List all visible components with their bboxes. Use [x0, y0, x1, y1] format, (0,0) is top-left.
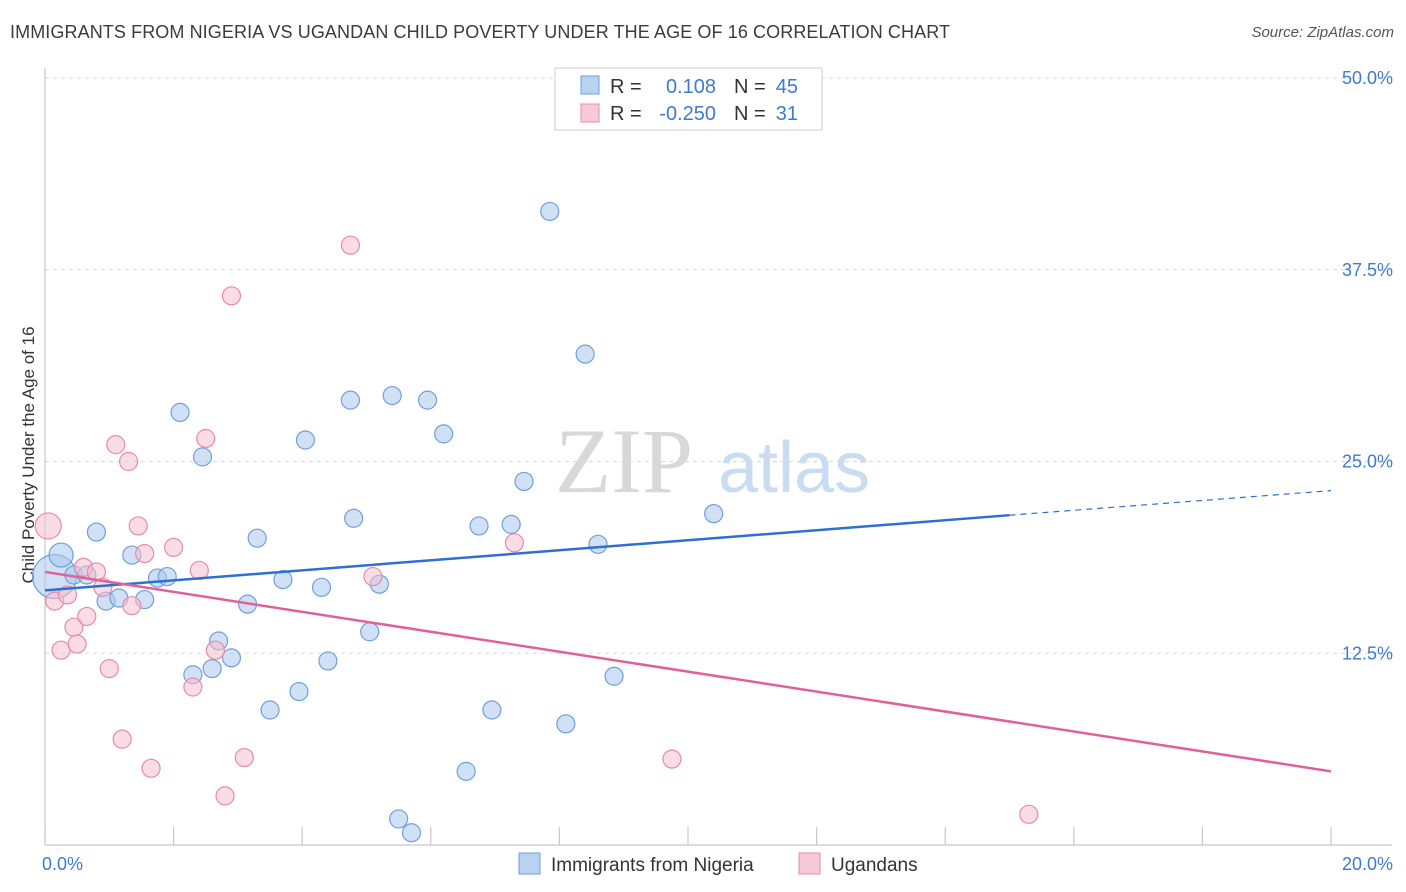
ugandans-data-point	[215, 786, 235, 806]
nigeria-trend-line	[44, 513, 1010, 592]
legend-n-label-2: N =	[734, 103, 766, 125]
y-tick-label: 50.0%	[1342, 68, 1393, 88]
bottom-legend-swatch-ugandans	[798, 852, 821, 875]
nigeria-data-point	[456, 761, 476, 781]
nigeria-data-point	[556, 714, 576, 734]
series-nigeria-points	[32, 201, 724, 843]
nigeria-data-point	[604, 666, 624, 686]
nigeria-data-point	[360, 622, 380, 642]
legend-r-label-2: R =	[610, 103, 642, 125]
nigeria-data-point	[318, 651, 338, 671]
legend-n-label-1: N =	[734, 76, 766, 98]
ugandans-data-point	[363, 566, 383, 587]
nigeria-data-point	[340, 390, 361, 410]
ugandans-data-point	[135, 543, 155, 564]
nigeria-data-point	[401, 823, 422, 843]
nigeria-data-point	[221, 648, 242, 668]
nigeria-data-point	[540, 201, 560, 222]
y-tick-labels: 12.5% 25.0% 37.5% 50.0%	[1342, 68, 1393, 663]
nigeria-data-point	[311, 577, 332, 597]
ugandans-data-point	[221, 286, 242, 306]
y-tick-label: 37.5%	[1342, 260, 1393, 280]
nigeria-data-point	[344, 508, 364, 528]
stats-legend: R = 0.108 N = 45 R = -0.250 N = 31	[554, 67, 823, 131]
chart-title: IMMIGRANTS FROM NIGERIA VS UGANDAN CHILD…	[10, 22, 951, 42]
nigeria-data-point	[289, 681, 309, 702]
nigeria-data-point	[170, 402, 190, 423]
ugandans-trend-line	[44, 570, 1332, 773]
nigeria-data-point	[482, 700, 502, 720]
nigeria-data-point	[247, 528, 267, 548]
bottom-legend-nigeria: Immigrants from Nigeria	[551, 855, 754, 876]
watermark: ZIP atlas	[555, 410, 870, 512]
nigeria-data-point	[382, 385, 402, 406]
ugandans-data-point	[662, 749, 682, 769]
ugandans-data-point	[77, 606, 97, 627]
nigeria-data-point	[417, 390, 438, 410]
nigeria-data-point	[588, 534, 608, 554]
ugandans-data-point	[118, 451, 139, 472]
nigeria-data-point	[501, 514, 521, 534]
ugandans-data-point	[1019, 804, 1039, 824]
legend-swatch-pink	[580, 103, 600, 123]
nigeria-data-point	[514, 471, 534, 492]
ugandans-data-point	[340, 235, 361, 255]
ugandans-data-point	[34, 512, 62, 540]
watermark-atlas: atlas	[718, 428, 870, 508]
series-ugandans-points	[34, 235, 1039, 824]
y-axis-label: Child Poverty Under the Age of 16	[19, 326, 38, 583]
legend-r-label-1: R =	[610, 76, 642, 98]
ugandans-data-point	[128, 516, 148, 536]
nigeria-data-point	[202, 658, 222, 679]
trend-lines	[44, 490, 1332, 773]
x-tick-labels: 0.0% 20.0%	[42, 854, 1393, 874]
ugandans-data-point	[164, 537, 184, 558]
bottom-legend-swatch-nigeria	[518, 852, 541, 875]
ugandans-data-point	[106, 435, 126, 455]
legend-n-value-2: 31	[776, 103, 798, 125]
nigeria-data-point	[192, 447, 213, 467]
legend-swatch-blue	[580, 75, 600, 95]
nigeria-data-point	[86, 522, 107, 542]
ugandans-data-point	[141, 758, 161, 778]
ugandans-data-point	[234, 747, 254, 768]
legend-n-value-1: 45	[776, 76, 798, 98]
ugandans-data-point	[112, 729, 132, 749]
ugandans-data-point	[99, 658, 119, 679]
x-tick-label-max: 20.0%	[1342, 854, 1393, 874]
bottom-legend-ugandans: Ugandans	[831, 855, 918, 876]
ugandans-data-point	[122, 596, 142, 616]
ugandans-data-point	[57, 585, 78, 605]
nigeria-data-point	[260, 700, 280, 720]
series-legend: Immigrants from Nigeria Ugandans	[518, 852, 918, 876]
ugandans-data-point	[205, 640, 225, 660]
nigeria-data-point	[48, 542, 74, 568]
ugandans-data-point	[51, 640, 71, 660]
y-tick-label: 12.5%	[1342, 643, 1393, 663]
ugandans-data-point	[67, 634, 87, 654]
nigeria-data-point	[295, 430, 316, 450]
nigeria-data-point	[434, 424, 454, 444]
legend-r-value-1: 0.108	[666, 76, 716, 98]
y-tick-label: 25.0%	[1342, 452, 1393, 472]
nigeria-data-point	[575, 344, 595, 364]
legend-r-value-2: -0.250	[659, 103, 716, 125]
axes	[44, 68, 1392, 846]
ugandans-data-point	[196, 428, 216, 449]
x-tick-label-min: 0.0%	[42, 854, 83, 874]
nigeria-data-point	[157, 566, 177, 587]
grid	[45, 77, 1392, 654]
nigeria-data-point	[469, 516, 489, 536]
nigeria-data-point	[704, 504, 724, 524]
ugandans-data-point	[183, 677, 203, 697]
nigeria-data-point	[389, 809, 409, 829]
source-label: Source: ZipAtlas.com	[1251, 24, 1394, 41]
nigeria-trend-extension	[1009, 490, 1332, 516]
ugandans-data-point	[504, 533, 524, 553]
